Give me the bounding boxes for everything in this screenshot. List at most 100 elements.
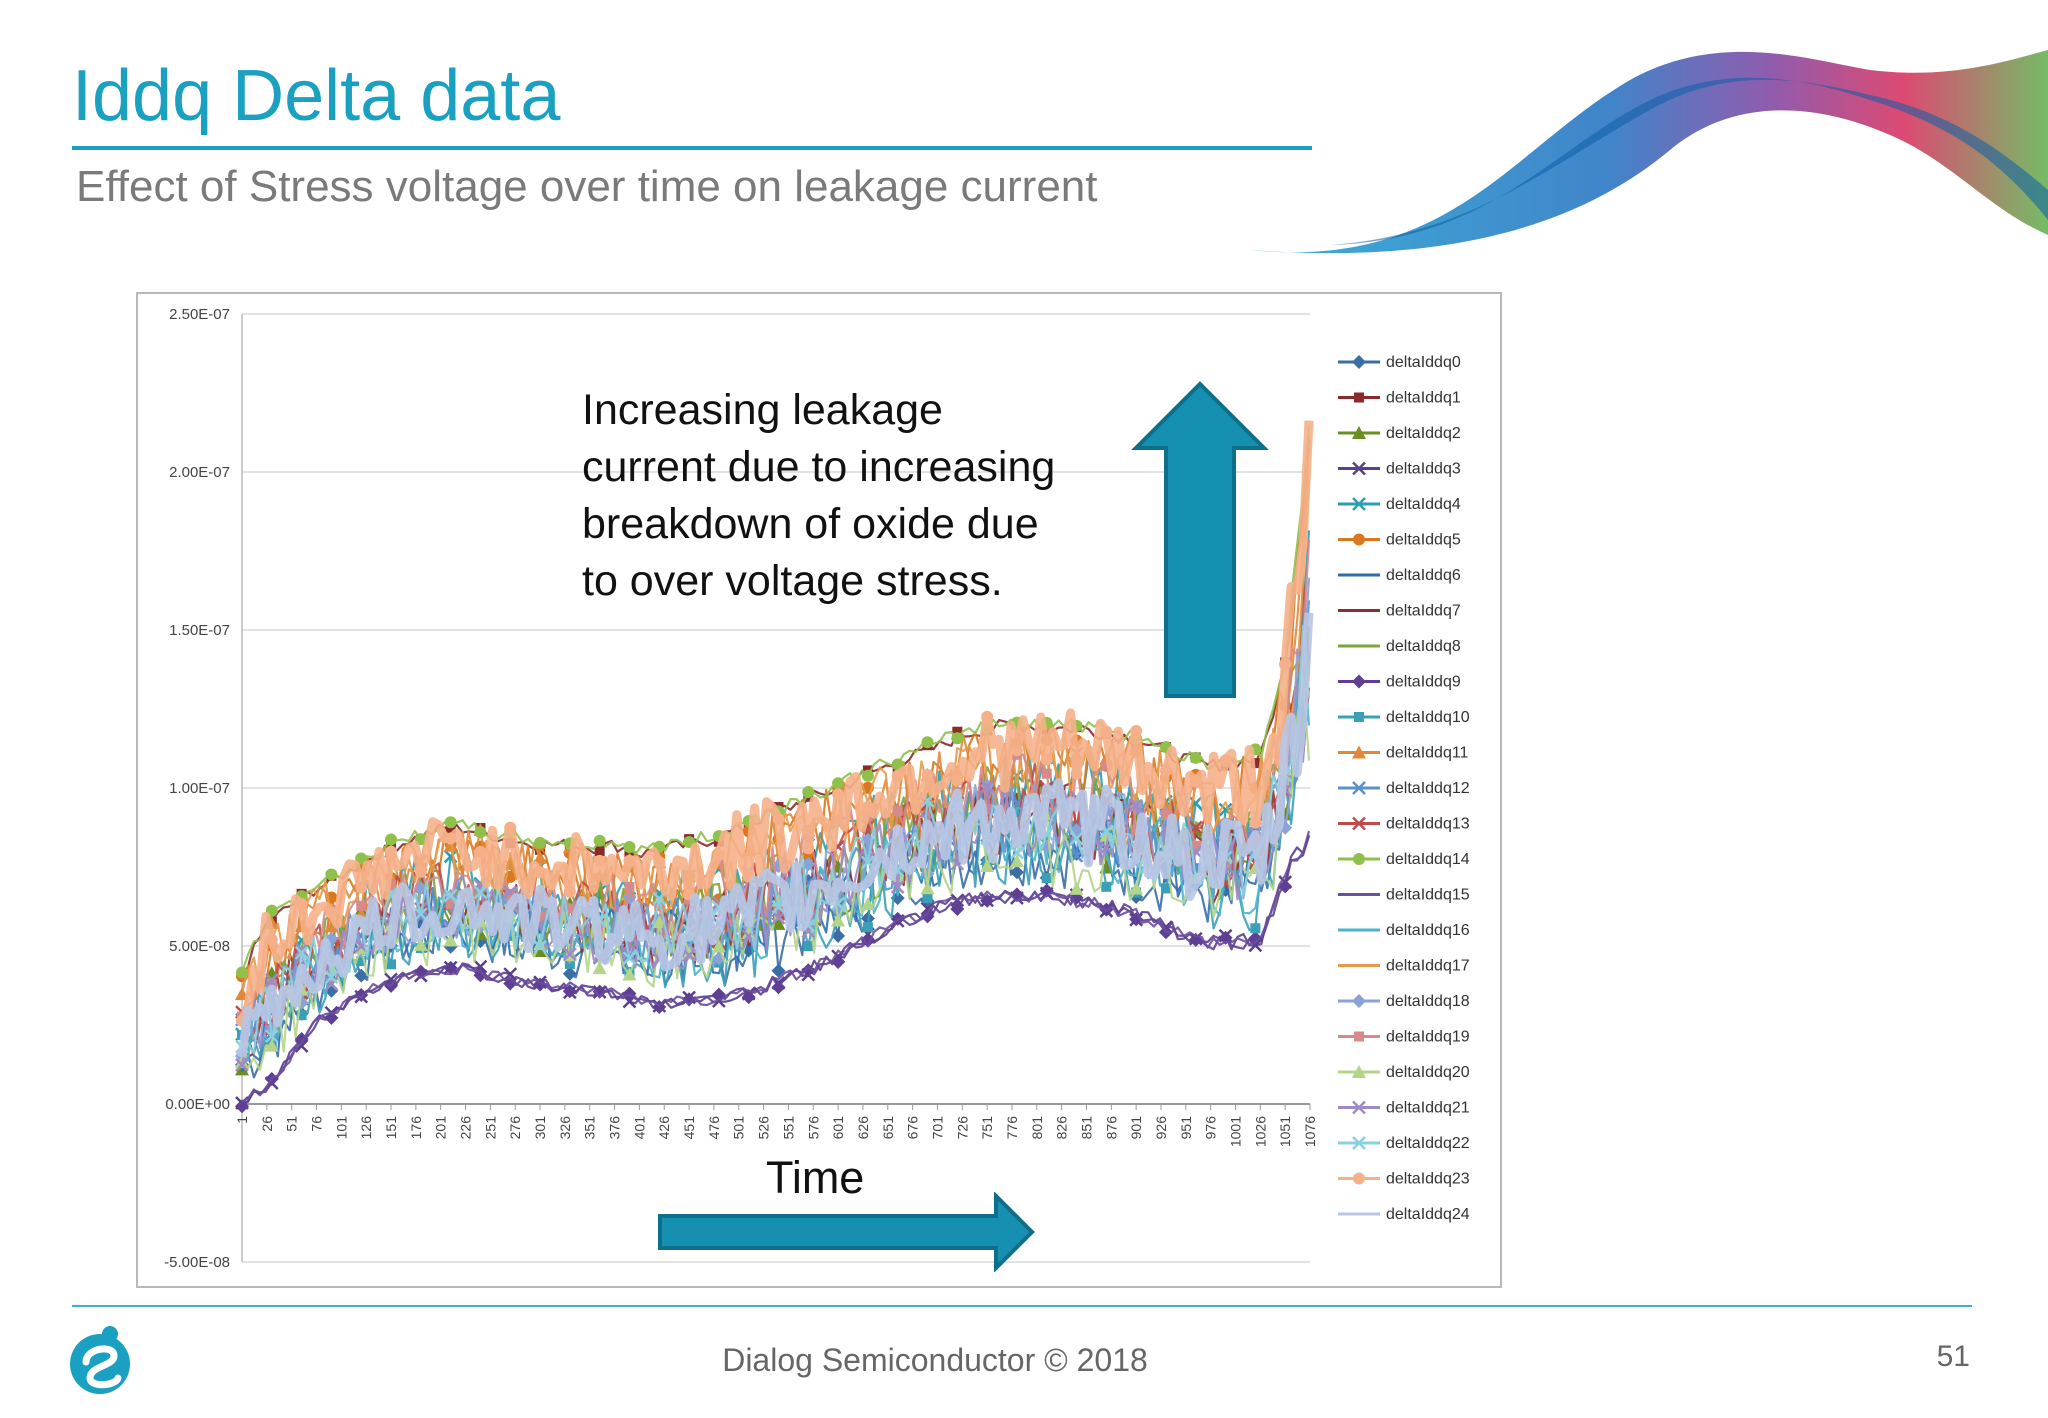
y-tick-label: 2.50E-07 — [169, 306, 230, 323]
data-point — [562, 966, 577, 981]
data-point — [1160, 883, 1171, 894]
data-point — [1041, 873, 1052, 884]
data-point — [504, 821, 517, 834]
legend-label: deltaIddq7 — [1386, 603, 1461, 620]
legend-marker — [1354, 712, 1364, 722]
data-point — [623, 854, 636, 867]
x-tick-label: 401 — [631, 1116, 647, 1140]
annotation-line: to over voltage stress. — [582, 557, 1003, 605]
data-point — [771, 916, 786, 930]
data-point — [771, 910, 786, 925]
y-tick-label: 2.00E-07 — [169, 464, 230, 481]
x-tick-label: 726 — [954, 1116, 970, 1140]
data-point — [385, 845, 398, 858]
x-tick-label: 26 — [259, 1116, 275, 1132]
data-point — [622, 951, 637, 966]
legend-label: deltaIddq18 — [1386, 993, 1470, 1010]
x-tick-label: 976 — [1203, 1116, 1219, 1140]
data-point — [1250, 923, 1261, 934]
legend-label: deltaIddq8 — [1386, 638, 1461, 655]
data-point — [324, 931, 339, 946]
legend-label: deltaIddq14 — [1386, 851, 1470, 868]
legend-marker — [1352, 497, 1366, 511]
data-point — [860, 896, 875, 910]
data-point — [1010, 744, 1023, 757]
series-line-deltaIddq22 — [241, 625, 1311, 1055]
data-point — [682, 992, 697, 1007]
data-point — [1158, 799, 1173, 813]
data-point — [354, 988, 369, 1003]
data-point — [235, 1099, 249, 1114]
x-tick-label: 176 — [408, 1116, 424, 1140]
data-point — [385, 833, 398, 846]
x-tick-label: 501 — [731, 1116, 747, 1140]
data-point — [1249, 816, 1262, 829]
x-tick-label: 426 — [656, 1116, 672, 1140]
x-tick-label: 1076 — [1302, 1116, 1318, 1147]
legend-marker — [1352, 426, 1366, 439]
data-point — [922, 893, 933, 904]
x-tick-label: 276 — [507, 1116, 523, 1140]
x-tick-label: 326 — [557, 1116, 573, 1140]
data-point — [413, 937, 428, 951]
data-point — [1219, 754, 1232, 767]
legend-label: deltaIddq12 — [1386, 780, 1470, 797]
data-point — [355, 881, 368, 894]
data-point — [1069, 831, 1084, 846]
x-tick-label: 626 — [855, 1116, 871, 1140]
legend-label: deltaIddq4 — [1386, 496, 1461, 513]
data-point — [265, 933, 278, 946]
x-tick-label: 376 — [607, 1116, 623, 1140]
data-point — [1010, 845, 1024, 860]
footer-copyright: Dialog Semiconductor © 2018 — [0, 1342, 1510, 1379]
data-point — [592, 984, 607, 999]
data-point — [533, 850, 548, 864]
data-point — [1159, 764, 1172, 777]
data-point — [443, 888, 458, 903]
x-tick-label: 826 — [1054, 1116, 1070, 1140]
data-point — [294, 1032, 309, 1047]
data-point — [562, 947, 577, 961]
x-tick-label: 576 — [805, 1116, 821, 1140]
y-tick-label: 0.00E+00 — [165, 1096, 230, 1113]
slide-title: Iddq Delta data — [72, 56, 561, 136]
x-tick-label: 1 — [234, 1116, 250, 1124]
x-tick-label: 51 — [284, 1116, 300, 1132]
legend-marker — [1352, 1100, 1366, 1115]
data-point — [920, 909, 935, 924]
data-point — [741, 990, 756, 1005]
legend-marker — [1352, 745, 1366, 759]
data-point — [712, 849, 725, 862]
data-point — [921, 736, 934, 749]
legend-marker — [1353, 853, 1365, 865]
data-point — [623, 841, 636, 854]
legend-marker — [1354, 392, 1364, 403]
data-point — [443, 933, 458, 947]
data-point — [921, 768, 934, 781]
data-point — [592, 961, 607, 975]
x-tick-label: 751 — [979, 1116, 995, 1140]
legend-label: deltaIddq19 — [1386, 1029, 1470, 1046]
data-point — [1279, 658, 1292, 671]
x-tick-label: 876 — [1103, 1116, 1119, 1140]
series-line-deltaIddq15 — [241, 830, 1311, 1103]
data-point — [890, 880, 905, 894]
data-point — [831, 913, 846, 927]
x-tick-label: 551 — [780, 1116, 796, 1140]
data-point — [443, 960, 458, 975]
data-point — [831, 928, 846, 943]
data-point — [981, 710, 994, 723]
data-point — [802, 842, 815, 855]
data-point — [1009, 854, 1024, 868]
data-point — [1129, 881, 1144, 895]
data-point — [802, 786, 815, 799]
x-tick-label: 351 — [582, 1116, 598, 1140]
x-tick-label: 601 — [830, 1116, 846, 1140]
x-tick-label: 901 — [1128, 1116, 1144, 1140]
x-tick-label: 776 — [1004, 1116, 1020, 1140]
legend-label: deltaIddq11 — [1386, 745, 1469, 762]
x-tick-label: 201 — [433, 1116, 449, 1140]
data-point — [861, 769, 874, 782]
data-point — [801, 963, 816, 978]
data-point — [264, 1038, 279, 1052]
